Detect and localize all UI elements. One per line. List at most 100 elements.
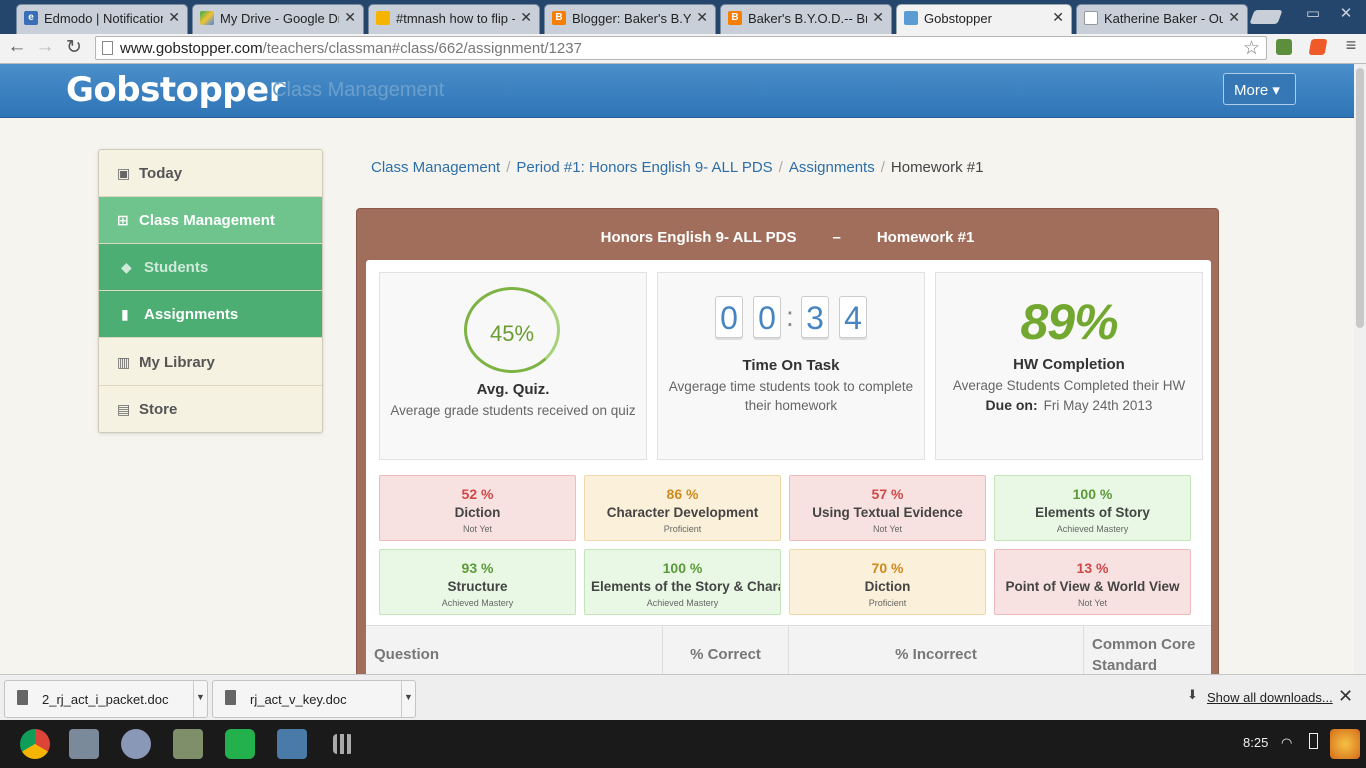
- close-icon[interactable]: ✕: [1338, 686, 1354, 706]
- due-value: Fri May 24th 2013: [1043, 398, 1153, 413]
- extension-icon[interactable]: [1308, 39, 1328, 55]
- skill-level: Not Yet: [462, 524, 493, 534]
- sidebar-item-assignments[interactable]: ▮ Assignments: [99, 291, 322, 338]
- url-host: www.gobstopper.com: [120, 40, 263, 57]
- sidebar-item-today[interactable]: ▣ Today: [99, 150, 322, 197]
- question-table-header: Question % Correct % Incorrect Common Co…: [366, 625, 1211, 681]
- skill-name: Structure: [447, 579, 508, 594]
- gobstopper-app-icon[interactable]: [277, 729, 307, 759]
- column-header-correct[interactable]: % Correct: [663, 626, 789, 681]
- skill-level: Achieved Mastery: [1056, 524, 1129, 534]
- breadcrumb-link[interactable]: Assignments: [788, 159, 875, 176]
- time-digit: 4: [839, 296, 867, 338]
- bookmark-star-icon[interactable]: ☆: [1242, 38, 1260, 59]
- skill-tile[interactable]: 93 % Structure Achieved Mastery: [379, 549, 576, 615]
- time-on-task-card: 0 0 : 3 4 Time On Task Avgerage time stu…: [657, 272, 925, 460]
- skill-name: Diction: [864, 579, 911, 594]
- reload-icon[interactable]: ↻: [66, 37, 82, 58]
- skill-tile[interactable]: 86 % Character Development Proficient: [584, 475, 781, 541]
- sidebar-item-label: Store: [139, 401, 178, 418]
- close-icon[interactable]: ✕: [344, 9, 356, 25]
- close-icon[interactable]: ✕: [696, 9, 708, 25]
- tab-blogger[interactable]: B Blogger: Baker's B.Y.O.D. ✕: [544, 4, 716, 34]
- avatar[interactable]: [1330, 729, 1360, 759]
- menu-icon[interactable]: ≡: [1345, 35, 1357, 55]
- panel-body: 45% Avg. Quiz. Average grade students re…: [366, 260, 1211, 681]
- tab-google-drive[interactable]: My Drive - Google Drive ✕: [192, 4, 364, 34]
- battery-icon[interactable]: [1309, 733, 1318, 749]
- skill-tile[interactable]: 70 % Diction Proficient: [789, 549, 986, 615]
- forward-icon[interactable]: →: [35, 36, 55, 57]
- file-icon: [17, 690, 28, 705]
- tab-bakers-byod[interactable]: B Baker's B.Y.O.D.-- Bring ✕: [720, 4, 892, 34]
- close-icon[interactable]: ✕: [1052, 9, 1064, 25]
- skill-level: Achieved Mastery: [441, 598, 514, 608]
- document-icon: [376, 11, 390, 25]
- skill-tile[interactable]: 57 % Using Textual Evidence Not Yet: [789, 475, 986, 541]
- back-icon[interactable]: ←: [7, 36, 27, 57]
- address-bar[interactable]: www.gobstopper.com/teachers/classman#cla…: [95, 36, 1267, 60]
- breadcrumb: Class Management / Period #1: Honors Engli…: [371, 159, 984, 176]
- close-icon[interactable]: ✕: [1228, 9, 1240, 25]
- mail-icon[interactable]: [69, 729, 99, 759]
- assignment-name: Homework #1: [876, 229, 975, 246]
- blogger-icon: B: [552, 11, 566, 25]
- window-close-icon[interactable]: ✕: [1339, 5, 1353, 22]
- tab-title: Baker's B.Y.O.D.-- Bring: [748, 11, 867, 26]
- clipboard-icon: ▮: [121, 306, 129, 322]
- chevron-down-icon[interactable]: ▼: [193, 681, 207, 717]
- close-icon[interactable]: ✕: [168, 9, 180, 25]
- tab-tmnash[interactable]: #tmnash how to flip - ✕: [368, 4, 540, 34]
- skill-tile[interactable]: 13 % Point of View & World View Not Yet: [994, 549, 1191, 615]
- sidebar-item-class-management[interactable]: ⊞ Class Management: [99, 197, 322, 244]
- skill-level: Proficient: [868, 598, 907, 608]
- show-all-downloads-link[interactable]: Show all downloads...: [1207, 690, 1333, 705]
- tab-title: Blogger: Baker's B.Y.O.D.: [572, 11, 691, 26]
- column-header-question[interactable]: Question: [366, 626, 663, 681]
- skill-tile[interactable]: 100 % Elements of the Story & Character …: [584, 549, 781, 615]
- taskbar: 8:25 ◠: [0, 720, 1366, 768]
- edmodo-icon: e: [24, 11, 38, 25]
- skill-percent: 93 %: [461, 560, 494, 576]
- chrome-icon[interactable]: [20, 729, 50, 759]
- sidebar-item-label: Today: [139, 165, 183, 182]
- new-tab-button[interactable]: [1249, 10, 1283, 24]
- skill-level: Not Yet: [872, 524, 903, 534]
- breadcrumb-link[interactable]: Period #1: Honors English 9- ALL PDS: [516, 159, 773, 176]
- close-icon[interactable]: ✕: [872, 9, 884, 25]
- wifi-icon[interactable]: ◠: [1281, 735, 1293, 750]
- skill-tile[interactable]: 52 % Diction Not Yet: [379, 475, 576, 541]
- tab-edmodo[interactable]: e Edmodo | Notifications ✕: [16, 4, 188, 34]
- clock[interactable]: 8:25: [1243, 735, 1269, 750]
- extension-icon[interactable]: [1276, 39, 1292, 55]
- classroom-icon: ⊞: [117, 212, 129, 228]
- chevron-down-icon[interactable]: ▼: [401, 681, 415, 717]
- sidebar-item-label: My Library: [139, 354, 215, 371]
- app-icon[interactable]: [121, 729, 151, 759]
- close-icon[interactable]: ✕: [520, 9, 532, 25]
- minimize-icon[interactable]: ▭: [1305, 5, 1321, 22]
- column-header-incorrect[interactable]: % Incorrect: [789, 626, 1084, 681]
- more-button[interactable]: More ▾: [1223, 73, 1296, 105]
- tab-katherine-baker[interactable]: Katherine Baker - Out ✕: [1076, 4, 1248, 34]
- calendar-icon: ▣: [117, 165, 131, 181]
- g-app-icon[interactable]: [225, 729, 255, 759]
- sidebar-item-my-library[interactable]: ▥ My Library: [99, 339, 322, 386]
- skill-tile[interactable]: 100 % Elements of Story Achieved Mastery: [994, 475, 1191, 541]
- scrollbar[interactable]: [1354, 64, 1366, 674]
- breadcrumb-link[interactable]: Class Management: [371, 159, 501, 176]
- download-item[interactable]: rj_act_v_key.doc ▼: [212, 680, 416, 718]
- skill-percent: 86 %: [666, 486, 699, 502]
- skill-name: Using Textual Evidence: [812, 505, 963, 520]
- tree-icon[interactable]: [173, 729, 203, 759]
- site-header: Gobstopper Class Management More ▾: [0, 64, 1354, 118]
- app-launcher-icon[interactable]: [333, 734, 353, 754]
- sidebar-item-students[interactable]: ◆ Students: [99, 244, 322, 291]
- column-header-standard[interactable]: Common Core Standard: [1092, 636, 1196, 674]
- sidebar-item-store[interactable]: ▤ Store: [99, 386, 322, 433]
- download-item[interactable]: 2_rj_act_i_packet.doc ▼: [4, 680, 208, 718]
- logo[interactable]: Gobstopper: [66, 70, 285, 110]
- tab-gobstopper[interactable]: Gobstopper ✕: [896, 4, 1072, 34]
- skill-percent: 13 %: [1076, 560, 1109, 576]
- scrollbar-thumb[interactable]: [1356, 68, 1364, 328]
